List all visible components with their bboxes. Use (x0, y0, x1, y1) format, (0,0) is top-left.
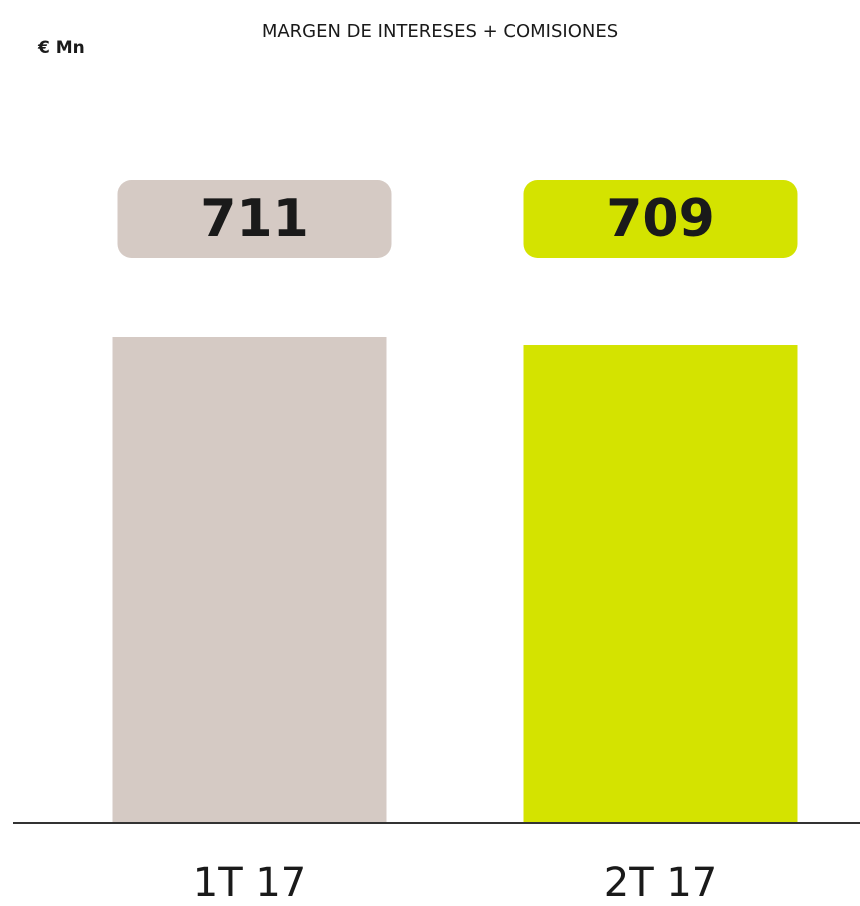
x-tick-label: 2T 17 (604, 860, 718, 906)
bar (523, 345, 798, 822)
x-tick-label: 1T 17 (193, 860, 307, 906)
y-axis-label: € Mn (37, 38, 85, 58)
value-label: 711 (200, 189, 309, 249)
value-label-box (117, 180, 392, 258)
value-label: 709 (606, 189, 715, 249)
value-label-box (523, 180, 798, 258)
bar (112, 337, 387, 822)
chart-title: MARGEN DE INTERESES + COMISIONES (262, 21, 618, 42)
